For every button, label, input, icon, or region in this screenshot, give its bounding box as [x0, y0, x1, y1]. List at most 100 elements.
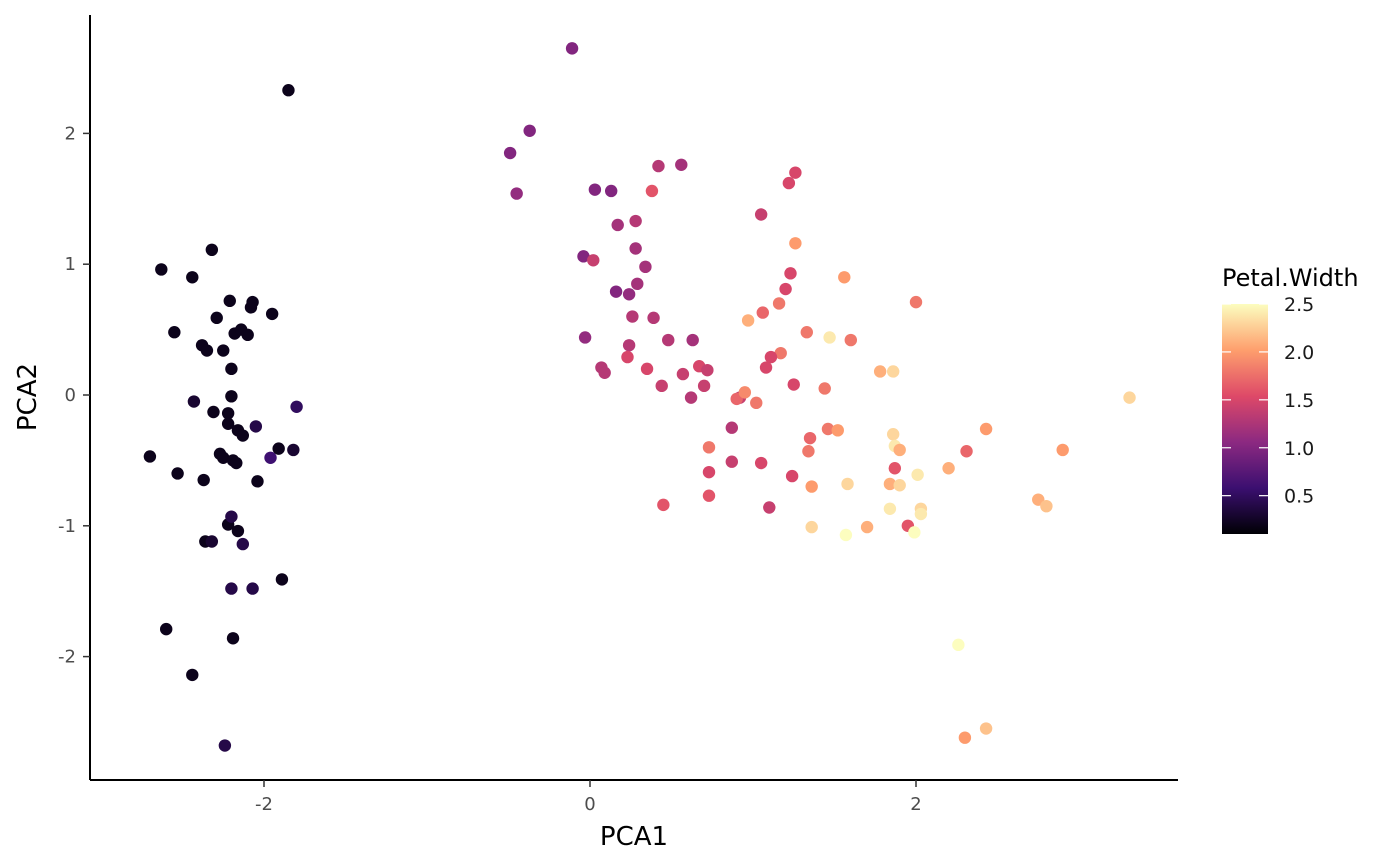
data-point — [750, 396, 763, 410]
data-point — [221, 417, 235, 430]
data-point — [702, 441, 716, 454]
data-point — [629, 214, 642, 228]
data-point — [171, 467, 184, 480]
data-point — [578, 331, 592, 344]
data-point — [587, 254, 600, 267]
data-point — [702, 465, 716, 479]
y-axis-ticks: -2 -1 0 1 2 — [58, 123, 90, 668]
data-point — [510, 187, 523, 200]
legend-tick-label: 2.0 — [1284, 342, 1314, 364]
data-point — [886, 365, 900, 378]
data-point — [754, 456, 768, 470]
data-point — [1056, 443, 1069, 457]
data-points — [143, 42, 1136, 752]
data-point — [838, 271, 851, 284]
data-point — [909, 295, 923, 309]
y-tick-label: 2 — [65, 123, 76, 144]
data-point — [217, 344, 230, 357]
data-point — [645, 184, 659, 198]
data-point — [697, 379, 711, 393]
data-point — [676, 367, 690, 381]
data-point — [655, 379, 668, 393]
data-point — [802, 445, 815, 458]
data-point — [622, 339, 636, 352]
data-point — [764, 350, 778, 364]
data-point — [226, 632, 240, 645]
data-point — [598, 366, 611, 379]
legend-tick-label: 2.5 — [1284, 294, 1314, 316]
x-tick-label: 0 — [584, 794, 595, 815]
data-point — [187, 395, 201, 408]
data-point — [725, 421, 739, 434]
data-point — [839, 528, 853, 542]
data-point — [883, 477, 897, 491]
data-point — [231, 524, 245, 538]
data-point — [779, 282, 792, 296]
data-point — [218, 739, 232, 752]
data-point — [725, 455, 739, 468]
colorbar — [1222, 304, 1268, 534]
data-point — [225, 390, 238, 403]
data-point — [264, 451, 277, 464]
data-point — [205, 535, 219, 548]
data-point — [503, 146, 517, 160]
data-point — [738, 386, 752, 399]
data-point — [914, 507, 928, 521]
data-point — [684, 391, 698, 404]
data-point — [662, 333, 675, 347]
y-tick-label: 1 — [65, 254, 76, 275]
data-point — [800, 326, 813, 339]
x-axis-ticks: -2 0 2 — [255, 780, 922, 815]
data-point — [639, 260, 652, 274]
data-point — [290, 400, 303, 413]
data-point — [844, 333, 857, 347]
data-point — [888, 462, 902, 475]
data-point — [241, 328, 254, 342]
data-point — [860, 520, 874, 534]
data-point — [236, 429, 250, 442]
data-point — [225, 362, 238, 376]
data-point — [287, 443, 300, 457]
data-point — [873, 365, 887, 378]
data-point — [821, 422, 835, 436]
data-point — [246, 295, 259, 309]
data-point — [611, 218, 624, 232]
x-axis-title: PCA1 — [600, 822, 668, 852]
data-point — [759, 361, 773, 374]
data-point — [186, 271, 199, 284]
data-point — [784, 267, 797, 280]
data-point — [841, 477, 854, 491]
data-point — [1040, 499, 1053, 513]
data-point — [763, 501, 776, 514]
data-point — [631, 277, 644, 291]
data-point — [225, 582, 238, 595]
data-point — [787, 378, 800, 391]
data-point — [911, 468, 924, 481]
y-axis-title: PCA2 — [13, 363, 43, 431]
data-point — [979, 722, 993, 735]
data-point — [772, 297, 786, 310]
data-point — [789, 237, 802, 250]
data-point — [960, 445, 973, 458]
data-point — [754, 208, 768, 221]
data-point — [893, 443, 906, 457]
data-point — [217, 451, 230, 464]
data-point — [604, 184, 618, 198]
data-point — [652, 159, 665, 173]
data-point — [647, 311, 660, 325]
legend-tick-label: 1.0 — [1284, 438, 1314, 460]
data-point — [886, 428, 900, 441]
data-point — [908, 526, 921, 539]
legend-title: Petal.Width — [1222, 264, 1359, 292]
data-point — [609, 285, 623, 298]
legend-tick-label: 0.5 — [1284, 486, 1314, 508]
data-point — [702, 489, 716, 502]
data-point — [272, 442, 285, 455]
data-point — [805, 520, 818, 534]
data-point — [626, 310, 639, 323]
data-point — [168, 326, 181, 339]
data-point — [952, 638, 965, 652]
data-point — [621, 350, 634, 364]
data-point — [756, 306, 769, 319]
data-point — [523, 124, 536, 137]
